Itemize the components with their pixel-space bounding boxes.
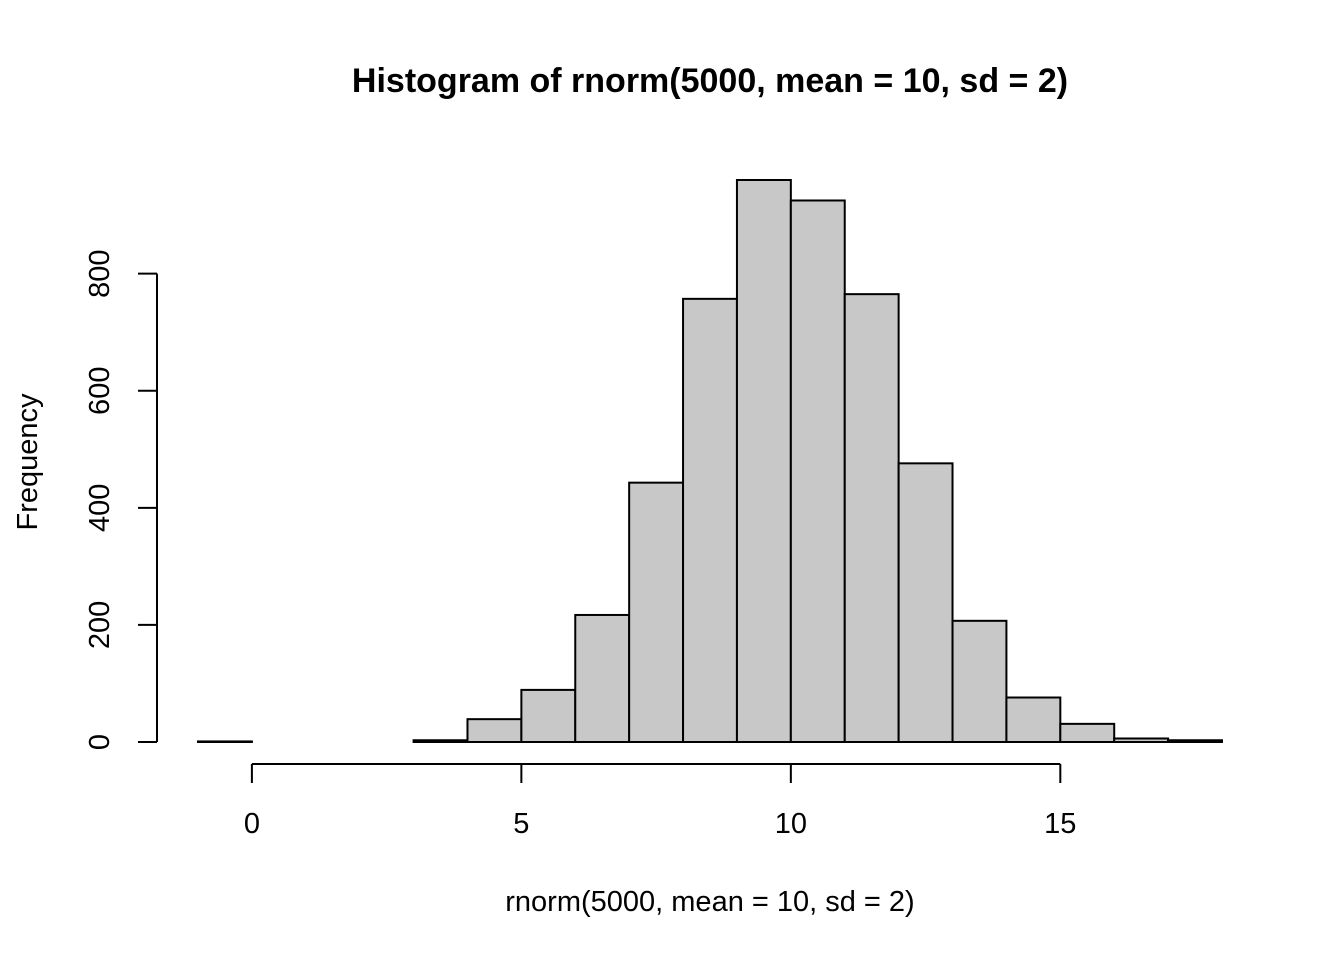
histogram-bar <box>897 462 954 743</box>
histogram-bar <box>1113 737 1170 743</box>
histogram-bar <box>574 613 631 744</box>
histogram-bar <box>520 688 577 743</box>
x-tick-label: 15 <box>1044 808 1076 840</box>
histogram-bar <box>735 179 792 743</box>
histogram-bar <box>682 297 738 743</box>
y-tick-label: 200 <box>84 601 116 649</box>
y-tick-label: 600 <box>84 367 116 415</box>
y-axis: 0 200 400 600 800 <box>84 249 158 750</box>
histogram-bar <box>412 739 469 744</box>
histogram-bar <box>466 718 523 744</box>
y-axis-label: Frequency <box>12 393 44 531</box>
histogram-bar <box>1167 739 1223 744</box>
x-tick-label: 0 <box>244 808 260 840</box>
histogram-bar <box>1005 696 1062 744</box>
y-tick-label: 0 <box>84 734 116 750</box>
x-axis-label: rnorm(5000, mean = 10, sd = 2) <box>505 886 914 918</box>
histogram-bars <box>197 179 1223 744</box>
x-axis: 0 5 10 15 <box>244 763 1076 840</box>
histogram-bar <box>197 740 253 744</box>
chart-title: Histogram of rnorm(5000, mean = 10, sd =… <box>352 62 1068 100</box>
x-tick-label: 10 <box>775 808 807 840</box>
histogram-bar <box>628 481 685 743</box>
y-tick-label: 400 <box>84 484 116 532</box>
histogram-bar <box>843 293 900 743</box>
histogram-bar <box>1059 722 1116 744</box>
histogram-bar <box>789 199 846 744</box>
y-tick-label: 800 <box>84 249 116 297</box>
x-tick-label: 5 <box>513 808 529 840</box>
histogram-bar <box>951 619 1008 743</box>
